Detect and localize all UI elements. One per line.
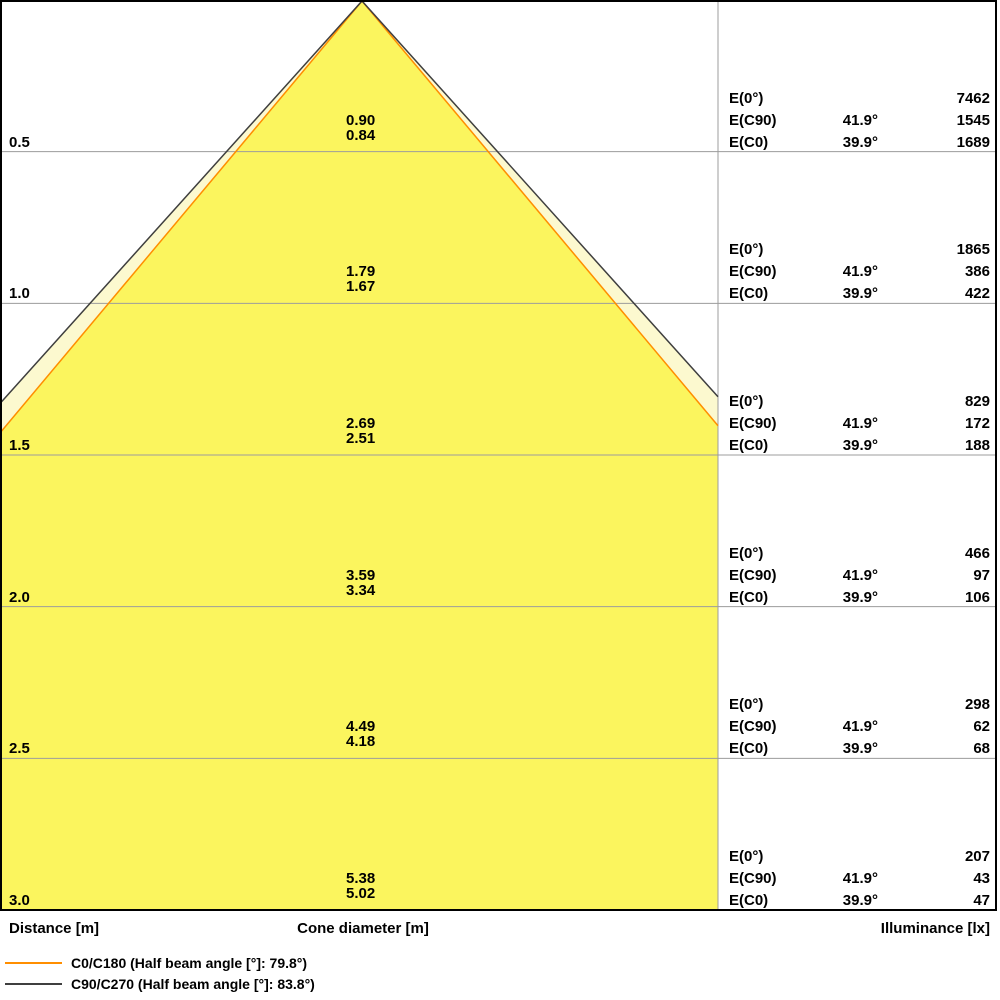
plot-area: 0.5 0.90 0.84 E(0°) 7462 E(C90) 41.9° 1545 E(C0)… — [0, 0, 997, 911]
e0-label: E(0°) — [729, 89, 764, 107]
legend-item-c90: C90/C270 (Half beam angle [°]: 83.8°) — [5, 973, 315, 994]
cone-diameter-c90-value: 1.79 — [346, 263, 376, 281]
cone-diameter-c0-value: 2.51 — [346, 430, 376, 447]
cone-diameter-c90-value: 5.38 — [346, 870, 376, 887]
ec0-value: 188 — [964, 437, 990, 454]
cone-diameter-axis-label: Cone diameter [m] — [297, 920, 429, 937]
ec90-value: 43 — [973, 870, 990, 887]
ec90-angle: 41.9° — [842, 566, 878, 584]
ec0-value: 68 — [973, 740, 990, 758]
ec0-value: 422 — [964, 285, 990, 303]
e0-label: E(0°) — [729, 241, 764, 259]
ec0-value: 47 — [973, 892, 990, 909]
ec0-label: E(C0) — [729, 437, 769, 454]
legend-line-c90-icon — [5, 982, 62, 985]
distance-axis-label: Distance [m] — [9, 920, 100, 937]
cone-diameter-c90-value: 0.90 — [346, 111, 376, 129]
ec90-value: 1545 — [956, 111, 990, 129]
e0-value: 207 — [964, 848, 990, 865]
illuminance-axis-label: Illuminance [lx] — [880, 920, 990, 937]
ec90-label: E(C90) — [729, 566, 777, 584]
ec0-angle: 39.9° — [842, 285, 878, 303]
legend-line-c0-icon — [5, 961, 62, 964]
cone-svg — [0, 0, 997, 911]
rows-layer: 0.5 0.90 0.84 E(0°) 7462 E(C90) 41.9° 1545 E(C0)… — [9, 89, 990, 909]
ec90-label: E(C90) — [729, 111, 777, 129]
ec0-angle: 39.9° — [842, 437, 878, 454]
cone-diameter-c90-value: 3.59 — [346, 566, 376, 584]
ec0-angle: 39.9° — [842, 133, 878, 151]
ec0-label: E(C0) — [729, 588, 769, 606]
ec90-value: 386 — [964, 263, 990, 281]
cone-diameter-c0-value: 1.67 — [346, 278, 376, 296]
ec90-angle: 41.9° — [842, 870, 878, 887]
ec90-angle: 41.9° — [842, 263, 878, 281]
distance-label: 2.5 — [9, 740, 30, 758]
distance-label: 0.5 — [9, 133, 30, 151]
e0-label: E(0°) — [729, 544, 764, 562]
cone-diameter-c90-value: 2.69 — [346, 415, 376, 432]
ec90-label: E(C90) — [729, 870, 777, 887]
e0-value: 829 — [964, 393, 990, 410]
ec0-value: 1689 — [956, 133, 990, 151]
ec90-value: 62 — [973, 718, 990, 736]
ec0-label: E(C0) — [729, 892, 769, 909]
ec90-value: 97 — [973, 566, 990, 584]
e0-value: 1865 — [956, 241, 990, 259]
ec90-label: E(C90) — [729, 263, 777, 281]
cone-diameter-c0-value: 4.18 — [346, 733, 376, 751]
ec0-angle: 39.9° — [842, 892, 878, 909]
cone-diameter-c0-value: 3.34 — [346, 581, 376, 599]
legend: C0/C180 (Half beam angle [°]: 79.8°) C90… — [5, 952, 315, 994]
distance-label: 1.5 — [9, 437, 30, 454]
e0-value: 298 — [964, 696, 990, 714]
cone-diameter-c0-value: 0.84 — [346, 126, 376, 144]
legend-label-c90: C90/C270 (Half beam angle [°]: 83.8°) — [71, 975, 315, 992]
e0-label: E(0°) — [729, 393, 764, 410]
distance-label: 2.0 — [9, 588, 30, 606]
cone-diameter-c0-value: 5.02 — [346, 885, 376, 902]
e0-value: 466 — [964, 544, 990, 562]
ec0-value: 106 — [964, 588, 990, 606]
legend-item-c0: C0/C180 (Half beam angle [°]: 79.8°) — [5, 952, 315, 973]
plot-border — [0, 0, 997, 911]
ec0-angle: 39.9° — [842, 740, 878, 758]
ec90-angle: 41.9° — [842, 111, 878, 129]
ec0-label: E(C0) — [729, 285, 769, 303]
cone-diameter-c90-value: 4.49 — [346, 718, 376, 736]
e0-value: 7462 — [956, 89, 990, 107]
e0-label: E(0°) — [729, 848, 764, 865]
distance-label: 3.0 — [9, 892, 30, 909]
ec0-label: E(C0) — [729, 740, 769, 758]
distance-label: 1.0 — [9, 285, 30, 303]
legend-label-c0: C0/C180 (Half beam angle [°]: 79.8°) — [71, 954, 308, 971]
ec0-angle: 39.9° — [842, 588, 878, 606]
ec90-angle: 41.9° — [842, 415, 878, 432]
ec90-angle: 41.9° — [842, 718, 878, 736]
ec90-label: E(C90) — [729, 415, 777, 432]
ec0-label: E(C0) — [729, 133, 769, 151]
ec90-value: 172 — [964, 415, 990, 432]
ec90-label: E(C90) — [729, 718, 777, 736]
e0-label: E(0°) — [729, 696, 764, 714]
